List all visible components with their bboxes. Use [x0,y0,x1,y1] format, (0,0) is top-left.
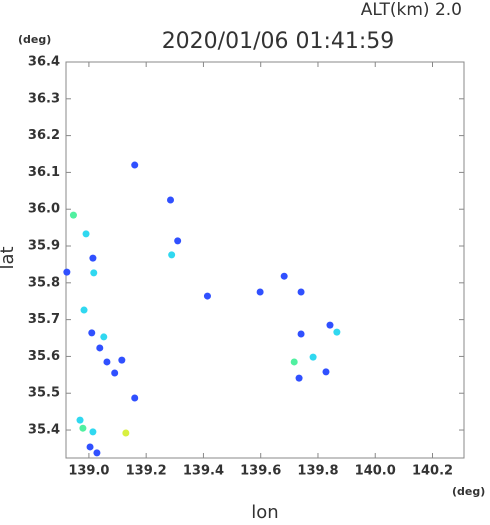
echo-point [309,353,317,361]
echo-point [76,416,84,424]
y-axis-label: lat [0,246,18,269]
echo-point [295,374,303,382]
echo-point [103,358,111,366]
echo-point [86,443,94,451]
y-tick-label: 36.1 [28,165,60,180]
x-tick-label: 140.0 [355,464,396,479]
echo-point [256,288,264,296]
echo-point [80,306,88,314]
echo-point [69,211,77,219]
plot-frame [65,61,465,459]
echo-point [79,424,87,432]
x-tick-label: 140.2 [412,464,453,479]
y-tick-label: 36.3 [28,91,60,106]
echo-point [111,369,119,377]
x-tick-label: 139.6 [240,464,281,479]
echo-point [203,292,211,300]
x-tick-label: 139.2 [126,464,167,479]
echo-point [63,268,71,276]
echo-point [90,269,98,277]
x-tick-label: 139.0 [68,464,109,479]
x-unit: (deg) [452,485,485,498]
y-tick-label: 36.4 [28,55,60,70]
echo-point [297,330,305,338]
echo-point [333,328,341,336]
subtitle: ALT(km) 2.0 [361,0,462,20]
y-tick-label: 35.4 [28,423,60,438]
echo-point [280,272,288,280]
echo-point [88,329,96,337]
y-tick-label: 36.2 [28,128,60,143]
echo-point [322,368,330,376]
y-tick-label: 35.7 [28,312,60,327]
echo-point [96,344,104,352]
echo-point [131,394,139,402]
echo-point [100,333,108,341]
echo-point [297,288,305,296]
chart-title: 2020/01/06 01:41:59 [162,29,395,54]
echo-point [326,321,334,329]
y-tick-label: 35.6 [28,349,60,364]
echo-point [122,429,130,437]
y-tick-label: 36.0 [28,202,60,217]
echo-point [89,254,97,262]
x-tick-label: 139.4 [183,464,224,479]
echo-point [89,428,97,436]
echo-point [93,449,101,457]
y-tick-label: 35.9 [28,239,60,254]
echo-point [167,196,175,204]
y-tick-label: 35.8 [28,275,60,290]
echo-point [174,237,182,245]
echo-point [118,356,126,364]
y-tick-label: 35.5 [28,386,60,401]
y-unit: (deg) [18,33,51,46]
echo-point [290,358,298,366]
x-axis-label: lon [251,502,278,521]
echo-point [82,230,90,238]
echo-point [131,161,139,169]
echo-point [168,251,176,259]
x-tick-label: 139.8 [297,464,338,479]
